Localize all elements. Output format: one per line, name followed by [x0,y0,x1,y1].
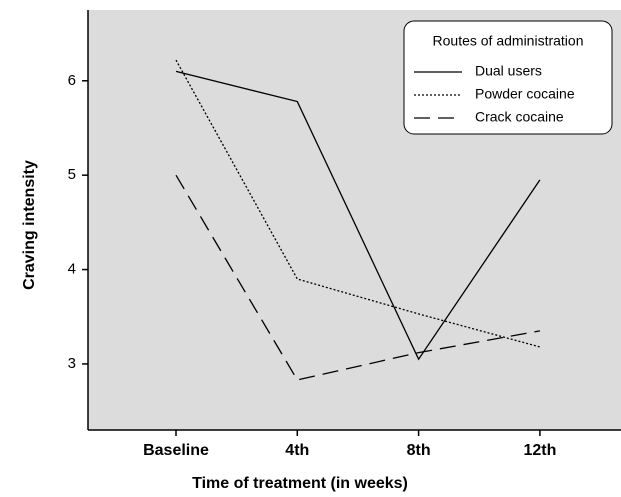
legend-label: Powder cocaine [475,86,575,102]
x-tick-label: Baseline [143,442,209,459]
series-line [175,70,541,361]
y-tick-label: 5 [68,166,76,183]
x-tick-label: 4th [285,442,309,459]
y-tick-label: 3 [68,355,76,372]
x-tick-label: 8th [407,442,431,459]
series-line [175,59,541,348]
y-axis-label: Craving intensity [21,160,38,290]
x-axis-label: Time of treatment (in weeks) [192,475,408,492]
y-tick-label: 4 [68,261,76,278]
legend-title: Routes of administration [433,33,584,49]
legend-label: Dual users [475,63,542,79]
series-line [175,174,541,381]
legend-label: Crack cocaine [475,109,564,125]
y-tick-label: 6 [68,72,76,89]
x-tick-label: 12th [523,442,556,459]
legend-box [403,20,613,135]
